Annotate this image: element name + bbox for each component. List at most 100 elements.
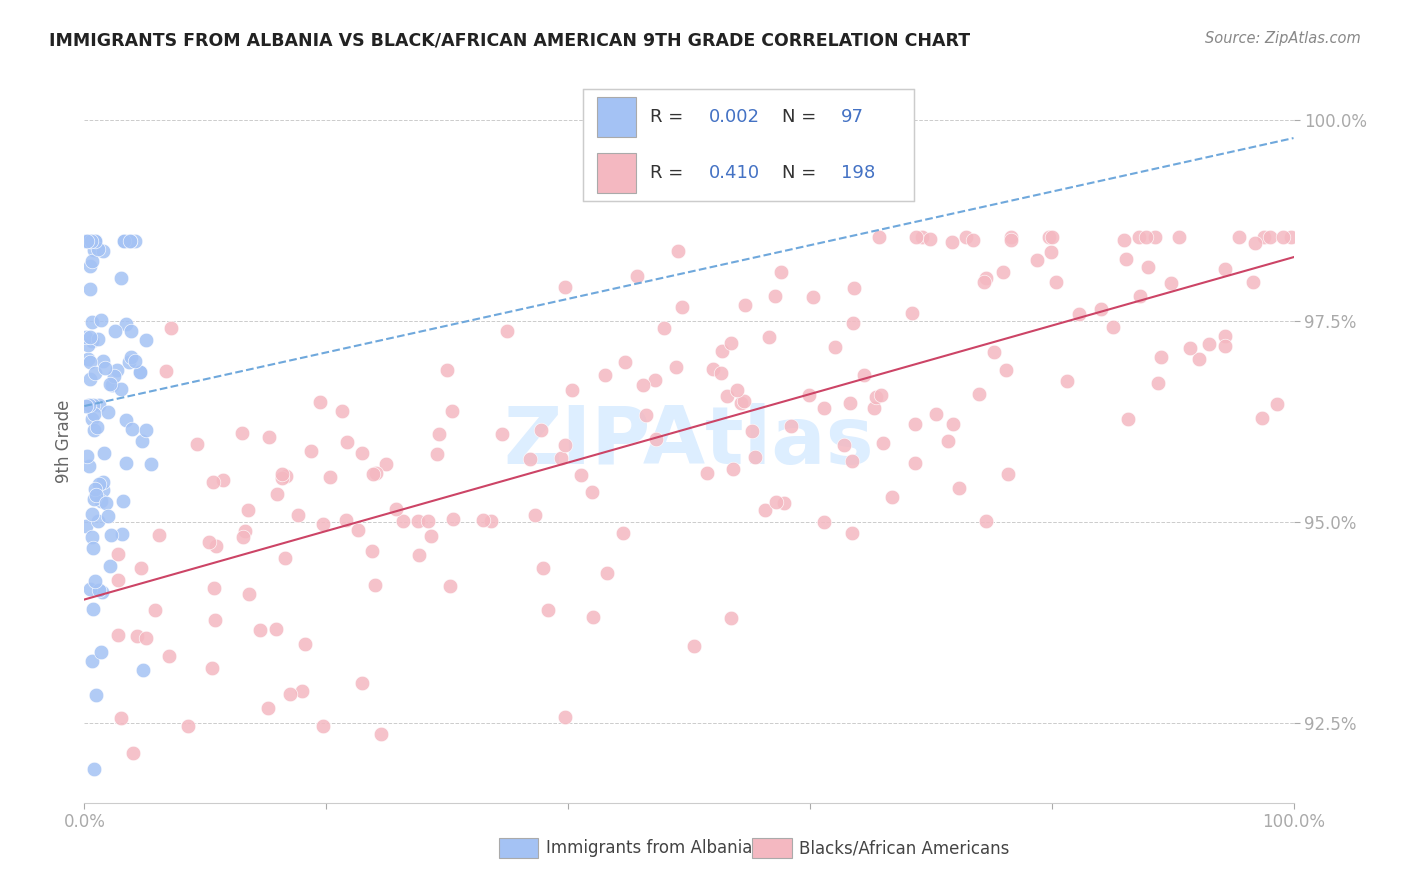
Point — [287, 508, 309, 522]
Point — [634, 408, 657, 422]
Point — [644, 373, 666, 387]
Point — [813, 515, 835, 529]
Point — [495, 324, 517, 338]
Point — [613, 355, 636, 369]
Point — [231, 426, 253, 441]
Point — [911, 230, 934, 244]
Point — [1040, 245, 1063, 260]
Point — [75, 234, 97, 248]
Point — [1026, 253, 1049, 268]
Point — [1241, 275, 1264, 289]
Point — [257, 430, 280, 444]
Point — [124, 234, 146, 248]
Point — [973, 275, 995, 289]
Point — [441, 403, 464, 417]
Point — [955, 230, 977, 244]
Y-axis label: 9th Grade: 9th Grade — [55, 400, 73, 483]
Point — [865, 391, 887, 405]
Point — [91, 244, 114, 258]
Point — [84, 688, 107, 702]
Point — [107, 547, 129, 561]
Point — [531, 561, 554, 575]
Point — [79, 582, 101, 597]
Point — [112, 494, 135, 508]
Point — [1271, 230, 1294, 244]
Point — [1069, 308, 1091, 322]
Text: N =: N = — [782, 164, 821, 182]
Point — [991, 265, 1014, 279]
Point — [299, 443, 322, 458]
Point — [1160, 276, 1182, 290]
Point — [131, 434, 153, 449]
Point — [1227, 230, 1250, 244]
Point — [79, 260, 101, 274]
Point — [626, 268, 648, 283]
Point — [967, 387, 990, 401]
Point — [112, 234, 135, 248]
Point — [84, 234, 107, 248]
Point — [143, 603, 166, 617]
Point — [581, 485, 603, 500]
Point — [135, 423, 157, 437]
Point — [93, 445, 115, 459]
Point — [770, 265, 793, 279]
Point — [1045, 275, 1067, 289]
Point — [1128, 230, 1150, 244]
Point — [336, 435, 359, 450]
Point — [901, 306, 924, 320]
Point — [754, 503, 776, 517]
Point — [135, 631, 157, 645]
Point — [983, 345, 1005, 359]
Point — [974, 271, 997, 285]
Point — [936, 434, 959, 448]
Point — [80, 315, 103, 329]
Point — [157, 649, 180, 664]
Text: 198: 198 — [841, 164, 876, 182]
Point — [1188, 352, 1211, 367]
Point — [1167, 230, 1189, 244]
Point — [83, 408, 105, 422]
Point — [125, 629, 148, 643]
Point — [1265, 397, 1288, 411]
Point — [79, 282, 101, 296]
Point — [160, 321, 183, 335]
Point — [83, 491, 105, 506]
Point — [76, 449, 98, 463]
Point — [716, 389, 738, 403]
Point — [82, 602, 104, 616]
Point — [416, 515, 439, 529]
Point — [1116, 412, 1139, 426]
Point — [312, 517, 335, 532]
Point — [120, 324, 142, 338]
Point — [1040, 230, 1063, 244]
Point — [98, 376, 121, 391]
Point — [77, 398, 100, 412]
Point — [1136, 260, 1159, 274]
Point — [280, 687, 302, 701]
Point — [710, 366, 733, 380]
Point — [79, 234, 101, 248]
Point — [427, 426, 450, 441]
Point — [832, 438, 855, 452]
Point — [101, 377, 124, 392]
Point — [100, 528, 122, 542]
Point — [862, 401, 884, 415]
Point — [110, 271, 132, 285]
Point — [90, 494, 112, 508]
Point — [264, 622, 287, 636]
Point — [75, 330, 97, 344]
Point — [582, 609, 605, 624]
Point — [87, 514, 110, 528]
Point — [79, 234, 101, 248]
Text: ZIPAtlas: ZIPAtlas — [503, 402, 875, 481]
Point — [112, 234, 135, 248]
Point — [82, 507, 104, 521]
Point — [974, 515, 997, 529]
Point — [491, 426, 513, 441]
Point — [202, 581, 225, 595]
Point — [87, 243, 110, 257]
Point — [120, 351, 142, 365]
Point — [1129, 289, 1152, 303]
Point — [308, 394, 330, 409]
Point — [347, 523, 370, 537]
